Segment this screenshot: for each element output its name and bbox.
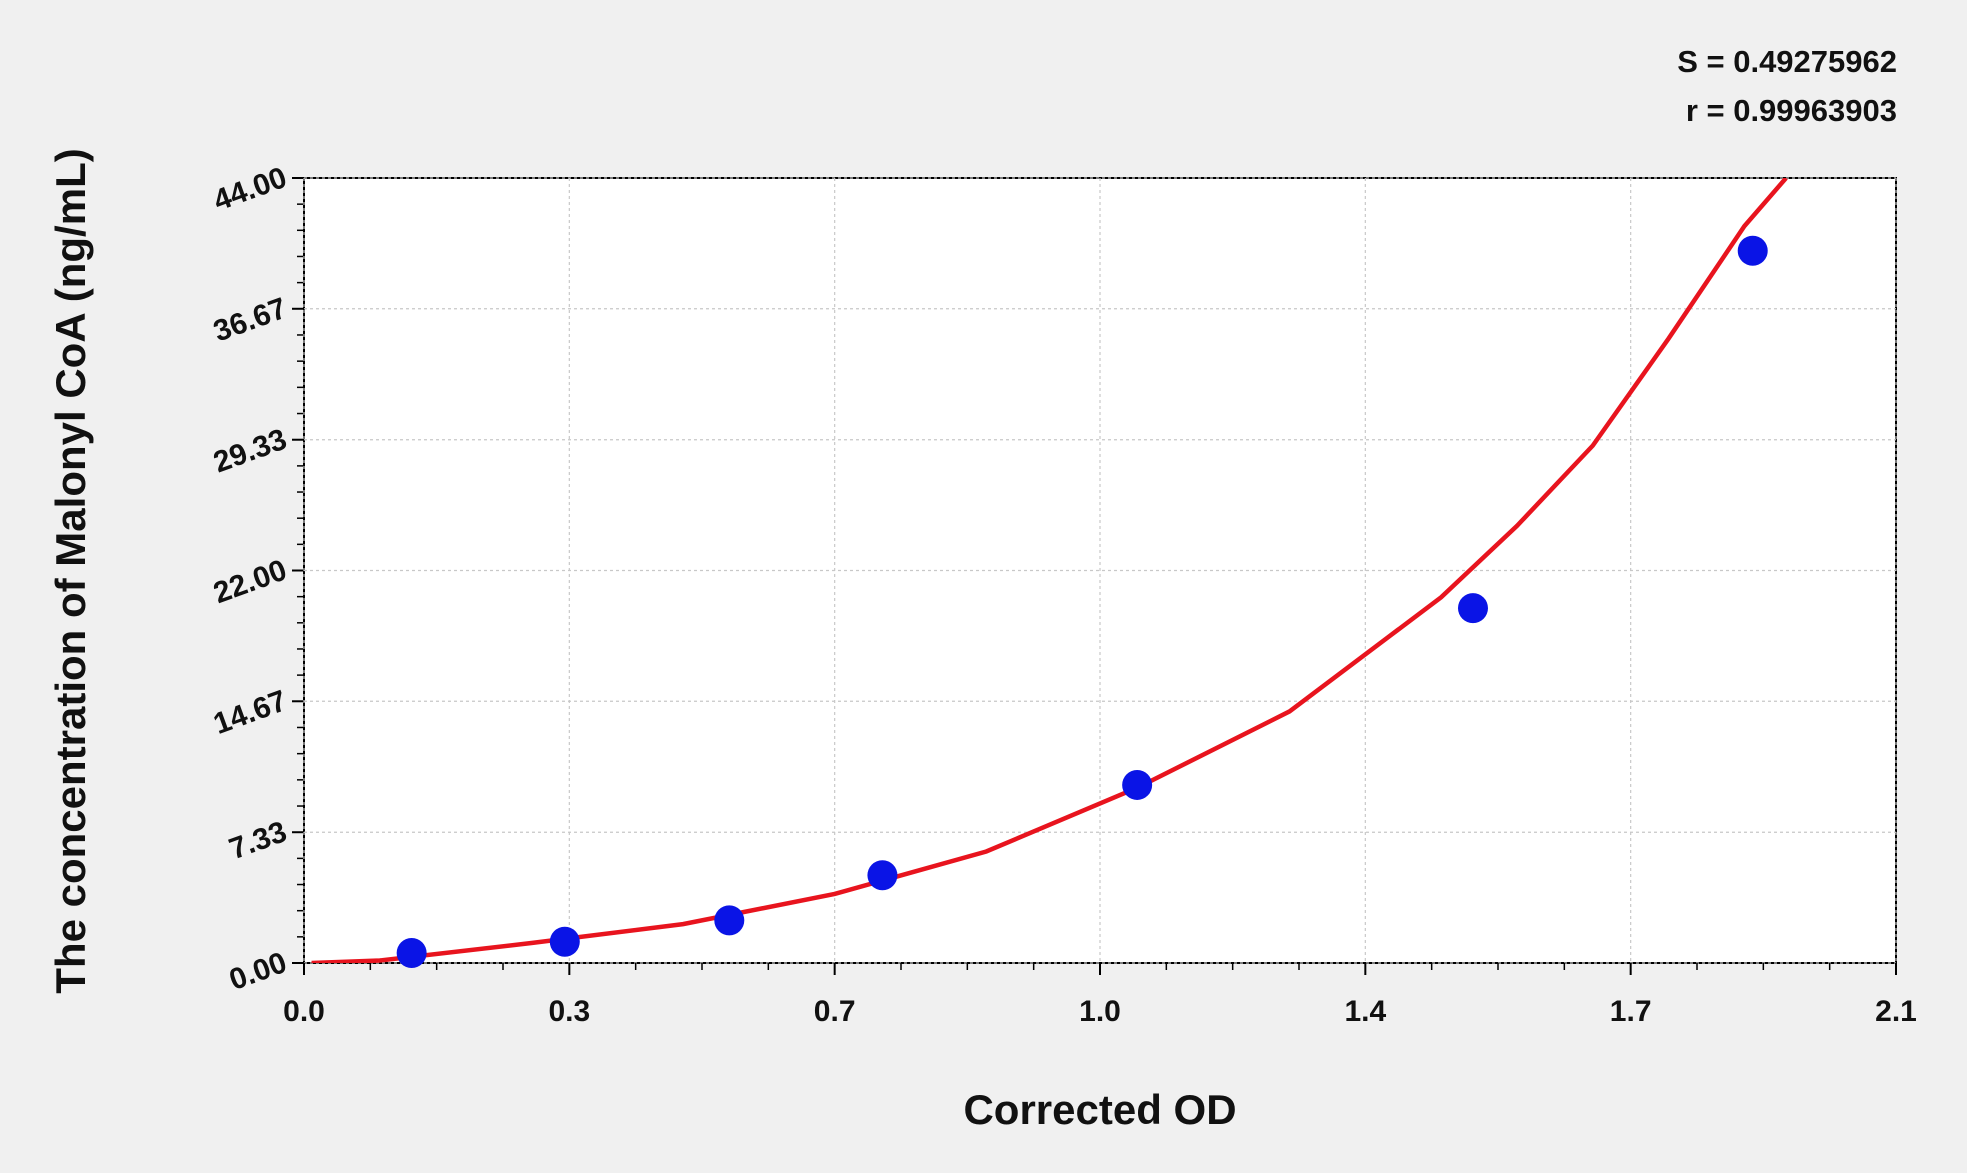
data-point bbox=[1122, 769, 1153, 800]
y-tick-label: 29.33 bbox=[209, 423, 291, 480]
y-tick-label: 14.67 bbox=[209, 684, 291, 741]
annotation: S = 0.49275962 bbox=[1677, 44, 1897, 79]
data-point bbox=[396, 938, 427, 969]
x-tick-label: 0.7 bbox=[814, 995, 856, 1028]
annotation: r = 0.99963903 bbox=[1686, 93, 1897, 128]
data-point bbox=[867, 860, 898, 891]
data-point bbox=[549, 926, 580, 957]
x-tick-label: 1.0 bbox=[1079, 995, 1121, 1028]
data-point bbox=[1737, 235, 1768, 266]
x-tick-label: 1.7 bbox=[1610, 995, 1652, 1028]
data-point bbox=[714, 905, 745, 936]
x-axis-label: Corrected OD bbox=[963, 1086, 1236, 1133]
y-tick-label: 36.67 bbox=[209, 292, 291, 349]
y-tick-label: 44.00 bbox=[209, 161, 291, 218]
y-tick-label: 7.33 bbox=[225, 815, 291, 866]
x-tick-label: 2.1 bbox=[1875, 995, 1917, 1028]
y-axis-label: The concentration of Malonyl CoA (ng/mL) bbox=[47, 148, 94, 993]
x-tick-label: 1.4 bbox=[1344, 995, 1386, 1028]
x-tick-label: 0.0 bbox=[283, 995, 325, 1028]
data-point bbox=[1457, 593, 1488, 624]
y-tick-label: 0.00 bbox=[225, 946, 291, 997]
x-tick-label: 0.3 bbox=[548, 995, 590, 1028]
y-tick-label: 22.00 bbox=[209, 554, 291, 611]
